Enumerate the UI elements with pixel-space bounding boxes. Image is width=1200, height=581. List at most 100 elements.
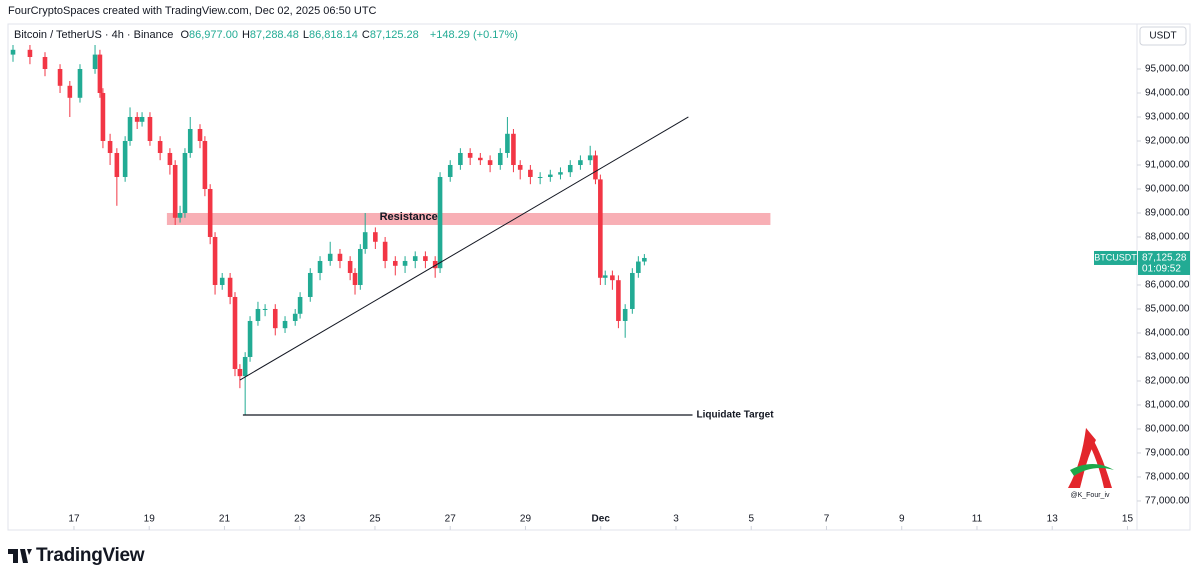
candle-body [157,140,163,153]
candle [172,160,178,225]
candle-body [182,152,188,213]
candle [432,256,438,278]
y-tick-label: 77,000.00 [1145,496,1190,507]
candle-body [362,232,368,249]
x-tick-label: 5 [748,514,754,525]
ohlc-key: L [302,29,309,41]
candle [127,107,133,146]
y-tick-label: 90,000.00 [1145,184,1190,195]
candle [567,160,573,177]
candle-body [347,260,353,273]
candle-body [392,260,398,266]
candle-body [447,164,453,177]
candle [202,136,208,197]
candle [610,270,615,290]
x-tick-label: 13 [1047,514,1059,525]
footer: TradingView [8,545,145,567]
candle-body [382,241,388,261]
candle-body [587,155,593,161]
candle [219,272,225,290]
candle-body [177,212,183,218]
y-tick-label: 94,000.00 [1145,88,1190,99]
candle-body [97,54,103,93]
candle [357,244,363,290]
candle [157,136,163,161]
candle [548,169,553,182]
candle [255,301,261,326]
candle [242,352,248,415]
candle [616,275,621,329]
price-tag-value: 87,125.28 [1142,253,1187,264]
candle [297,292,303,319]
candle [147,112,153,146]
candle [247,316,253,362]
candle-body [307,272,313,297]
candle-body [57,68,63,86]
panel-border [7,23,1191,531]
logo [1068,428,1114,488]
candle-body [114,152,120,177]
x-tick-label: 7 [824,514,830,525]
candle [602,270,608,285]
price-tag-symbol-bg [1094,250,1137,265]
candle [262,304,268,317]
x-tick-label: 21 [219,514,231,525]
candle-body [42,56,48,69]
footer-logo [8,549,32,563]
candle [232,292,238,377]
candle [642,254,647,266]
candle-body [247,320,253,357]
candle [42,52,48,77]
candle [237,364,243,389]
symbol: Bitcoin / TetherUS · 4h · Binance [14,29,174,41]
candle [100,88,106,149]
candle [77,64,83,103]
candle [382,236,388,269]
candle-body [593,155,598,180]
logo-green [1070,464,1114,476]
candle [177,205,183,223]
candle [528,164,533,185]
candle [317,256,323,281]
candle-body [528,169,533,177]
candle-body [272,308,278,329]
candle [558,167,563,180]
candle-body [237,368,243,377]
resistance-zone [166,212,771,225]
candle-body [636,261,641,273]
candle-body [642,257,647,262]
candle-body [262,308,268,310]
candle [373,227,378,249]
candle [97,49,103,98]
candle [212,232,218,295]
candle-body [602,275,608,278]
candle [92,44,98,74]
candle [478,152,483,165]
ohlc-value: 86,977.00 [189,29,238,41]
liquidate-label: Liquidate Target [697,410,775,421]
candle [307,268,313,302]
candle-body [373,232,378,242]
candle-body [202,140,208,189]
candle-body [197,128,203,141]
candle-body [357,248,363,285]
price-tag-symbol: BTCUSDT [1094,252,1137,262]
y-tick-label: 81,000.00 [1145,400,1190,411]
candle-body [107,140,113,153]
ohlc-value: 87,288.48 [249,29,299,41]
x-tick-label: 19 [144,514,156,525]
candle [167,148,173,175]
x-tick-label: 17 [68,514,80,525]
candle [139,112,145,127]
y-tick-label: 78,000.00 [1145,472,1190,483]
candle [182,148,188,218]
candle-body [172,164,178,218]
logo-red [1068,428,1096,488]
candle-body [227,277,233,297]
candle [392,256,398,276]
candle-body [598,179,603,278]
candle-body [548,174,553,177]
candle [57,64,63,93]
candle [517,160,523,180]
